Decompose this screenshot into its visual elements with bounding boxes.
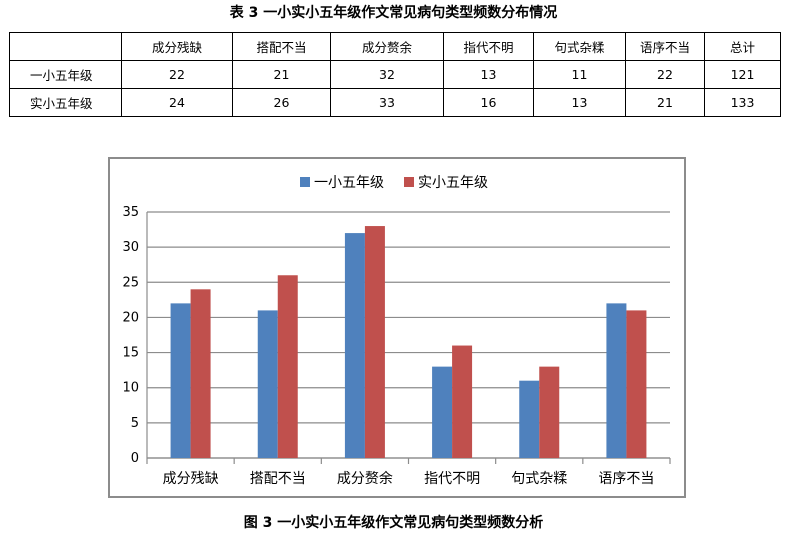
y-tick-label: 20 [122, 310, 139, 325]
y-tick-label: 35 [122, 205, 139, 220]
bar-chart: 0 5 10 15 20 25 30 35 成分残缺 搭配不当 成分赘余 指代不明 句式杂糅 语序不当 一小… [122, 175, 671, 487]
table-cell: 32 [330, 60, 444, 89]
legend-swatch [300, 177, 310, 187]
legend-swatch [404, 177, 414, 187]
table-title: 表 3 一小实小五年级作文常见病句类型频数分布情况 [229, 5, 558, 21]
header-cell: 指代不明 [443, 32, 534, 61]
header-cell [9, 32, 122, 61]
table-row: 一小五年级 22 21 32 13 11 22 121 [9, 60, 781, 89]
table-cell: 21 [625, 88, 705, 117]
row-label: 一小五年级 [9, 60, 122, 89]
table-cell: 13 [533, 88, 626, 117]
table-cell: 133 [704, 88, 781, 117]
header-cell: 语序不当 [625, 32, 705, 61]
table-cell: 21 [232, 60, 331, 89]
table-header-row: 成分残缺 搭配不当 成分赘余 指代不明 句式杂糅 语序不当 总计 [9, 32, 781, 61]
x-category-label: 句式杂糅 [511, 470, 567, 487]
bar-series-2 [539, 366, 560, 458]
bar-series-1 [606, 303, 627, 458]
bar-series-2 [190, 289, 211, 458]
frequency-table: 成分残缺 搭配不当 成分赘余 指代不明 句式杂糅 语序不当 总计 一小五年级 2… [9, 32, 781, 117]
table-cell: 26 [232, 88, 331, 117]
header-cell: 成分赘余 [330, 32, 444, 61]
bar-series-1 [432, 366, 453, 458]
legend-label: 实小五年级 [418, 175, 488, 191]
y-tick-label: 15 [122, 346, 139, 361]
header-cell: 句式杂糅 [533, 32, 626, 61]
header-cell: 成分残缺 [121, 32, 233, 61]
bar-series-1 [170, 303, 191, 458]
bar-series-2 [277, 275, 298, 458]
bar-series-1 [257, 310, 278, 458]
chart-frame: 0 5 10 15 20 25 30 35 成分残缺 搭配不当 成分赘余 指代不明 句式杂糅 语序不当 一小… [108, 157, 686, 498]
y-tick-label: 0 [131, 451, 139, 466]
bar-series-1 [344, 233, 365, 458]
table-cell: 11 [533, 60, 626, 89]
x-category-label: 成分赘余 [337, 470, 393, 487]
bar-series-1 [519, 380, 540, 458]
row-label: 实小五年级 [9, 88, 122, 117]
table-cell: 24 [121, 88, 233, 117]
table-row: 实小五年级 24 26 33 16 13 21 133 [9, 88, 781, 117]
bar-series-2 [364, 226, 385, 458]
x-category-label: 指代不明 [424, 471, 480, 487]
header-cell: 搭配不当 [232, 32, 331, 61]
bar-series-2 [626, 310, 647, 458]
y-tick-label: 5 [131, 416, 139, 431]
table-cell: 22 [625, 60, 705, 89]
y-tick-label: 10 [122, 381, 139, 396]
x-category-label: 语序不当 [598, 471, 654, 487]
bar-series-2 [452, 345, 473, 458]
table-cell: 22 [121, 60, 233, 89]
figure-caption: 图 3 一小实小五年级作文常见病句类型频数分析 [243, 515, 544, 531]
header-cell: 总计 [704, 32, 781, 61]
y-tick-label: 30 [122, 240, 139, 255]
x-category-label: 搭配不当 [250, 471, 306, 487]
legend-label: 一小五年级 [314, 175, 384, 191]
table-cell: 16 [443, 88, 534, 117]
table-cell: 121 [704, 60, 781, 89]
table-cell: 13 [443, 60, 534, 89]
table-cell: 33 [330, 88, 444, 117]
y-tick-label: 25 [122, 275, 139, 290]
x-category-label: 成分残缺 [163, 471, 219, 487]
